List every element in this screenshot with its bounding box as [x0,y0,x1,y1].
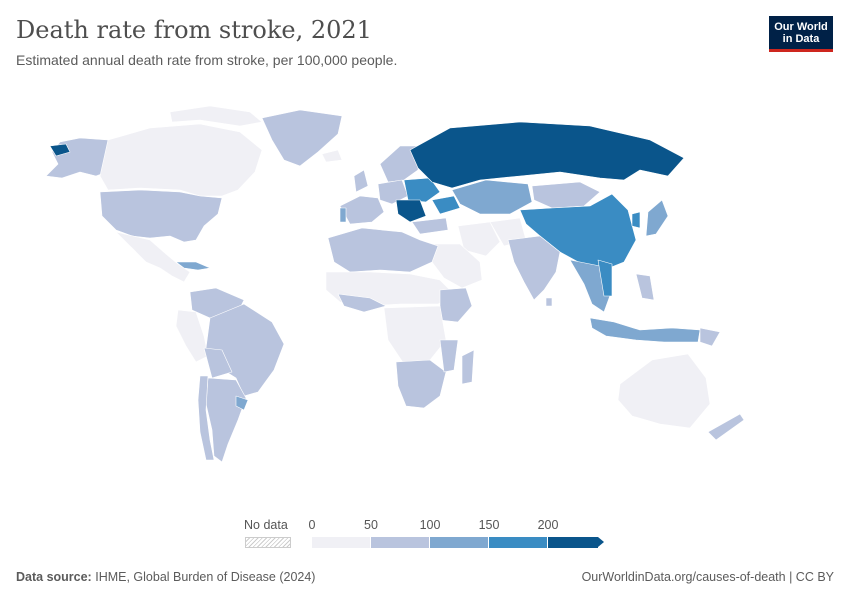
region-iran[interactable] [457,221,501,257]
credit-link[interactable]: OurWorldinData.org/causes-of-death | CC … [581,570,834,584]
region-france-spain[interactable] [339,195,385,225]
region-canada[interactable] [99,123,263,197]
region-turkey[interactable] [411,217,449,235]
region-canada-islands[interactable] [169,105,263,127]
data-source-label: Data source: [16,570,92,584]
region-mongolia[interactable] [531,181,601,209]
region-philippines[interactable] [635,273,655,301]
region-eastern-europe[interactable] [403,177,441,203]
region-korea[interactable] [631,211,641,229]
region-sri-lanka[interactable] [545,297,553,307]
legend-tick-0: 0 [308,518,316,532]
region-scandinavia[interactable] [379,145,421,183]
region-bolivia[interactable] [203,347,233,379]
region-iceland[interactable] [321,149,343,163]
region-png[interactable] [699,327,721,347]
region-southern-africa[interactable] [395,359,447,409]
region-portugal[interactable] [339,207,347,223]
legend-bin-150-200[interactable] [489,537,548,548]
chart-subtitle: Estimated annual death rate from stroke,… [16,52,398,68]
region-caribbean[interactable] [175,261,211,271]
region-russia[interactable] [409,121,685,189]
region-west-africa-coast[interactable] [337,293,387,313]
region-vietnam[interactable] [597,259,613,297]
legend-bin-0-50[interactable] [312,537,371,548]
region-arabia[interactable] [429,243,483,289]
legend-bin-200-plus[interactable] [548,537,598,548]
region-north-africa[interactable] [327,227,439,273]
region-caucasus[interactable] [431,195,461,215]
legend-bin-100-150[interactable] [430,537,489,548]
region-kazakhstan[interactable] [451,179,533,215]
region-mexico[interactable] [115,231,191,283]
logo-line-1: Our World [774,21,828,33]
region-uruguay[interactable] [235,395,249,411]
legend-no-data-swatch[interactable] [245,537,291,548]
logo-line-2: in Data [782,33,820,45]
region-greenland[interactable] [261,109,343,167]
region-japan[interactable] [645,199,669,237]
data-source-text[interactable]: IHME, Global Burden of Disease (2024) [95,570,316,584]
legend-color-scale [312,537,604,548]
region-central-africa[interactable] [383,305,447,365]
region-australia[interactable] [617,353,711,429]
region-balkans[interactable] [395,199,427,223]
region-peru-ecuador[interactable] [175,309,209,363]
legend-no-data-label: No data [244,518,288,532]
region-alaska-tip[interactable] [49,143,71,157]
region-usa[interactable] [99,189,223,243]
legend-bin-50-100[interactable] [371,537,430,548]
region-new-zealand[interactable] [707,413,745,441]
region-east-africa[interactable] [439,287,473,323]
region-uk[interactable] [353,169,369,193]
region-madagascar[interactable] [461,349,475,385]
chart-title: Death rate from stroke, 2021 [16,16,372,44]
legend-tick-100: 100 [419,518,441,532]
legend-arrow-icon [598,537,604,547]
world-map [45,105,745,463]
region-chile[interactable] [197,375,215,461]
data-source: Data source: IHME, Global Burden of Dise… [16,570,315,584]
legend-tick-50: 50 [364,518,378,532]
region-indonesia[interactable] [589,317,701,343]
region-mozambique[interactable] [439,339,459,373]
region-india[interactable] [507,235,561,301]
legend-tick-150: 150 [478,518,500,532]
owid-logo[interactable]: Our World in Data [769,16,833,52]
legend-tick-200: 200 [537,518,559,532]
